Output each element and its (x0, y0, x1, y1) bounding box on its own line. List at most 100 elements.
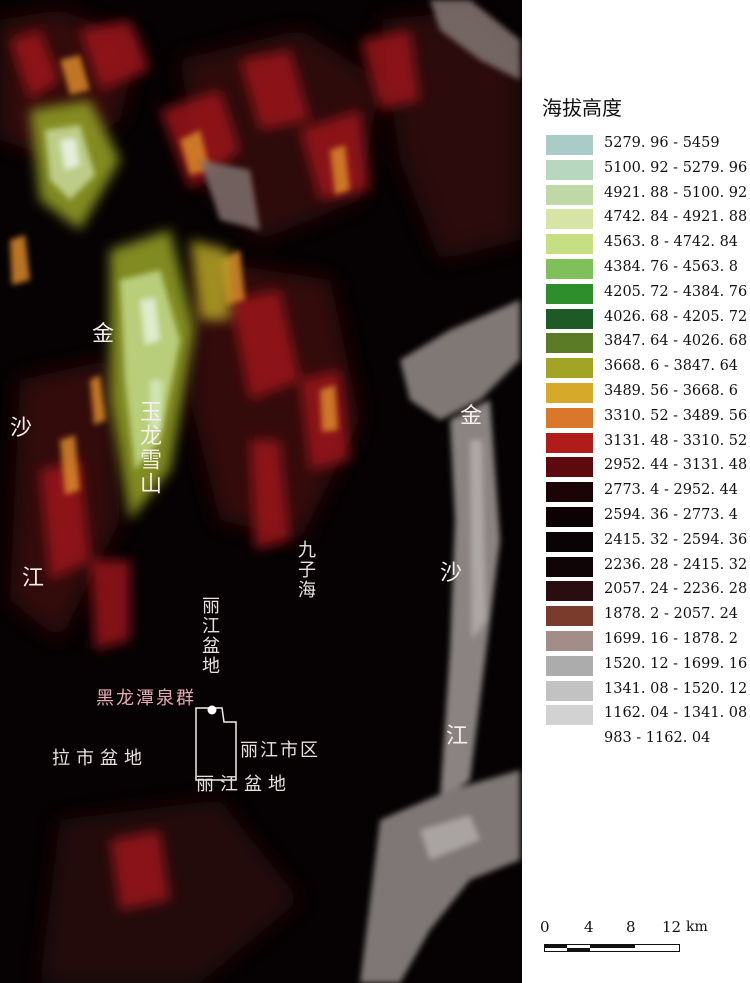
legend-item: 2415. 32 - 2594. 36 (540, 530, 750, 555)
legend-swatch (546, 308, 593, 329)
legend-item: 1162. 04 - 1341. 08 (540, 703, 750, 728)
label-jiang-right: 江 (446, 724, 469, 749)
legend-swatch (546, 258, 593, 279)
legend-range-label: 1699. 16 - 1878. 2 (604, 630, 739, 647)
legend-swatch (546, 184, 593, 205)
label-jiuzihai: 九子海 (295, 540, 316, 600)
legend-range-label: 4742. 84 - 4921. 88 (604, 209, 748, 226)
legend-item: 2773. 4 - 2952. 44 (540, 480, 750, 505)
scale-tick-0: 0 (540, 918, 550, 936)
scale-tick-12: 12 (662, 918, 682, 936)
legend-swatch (546, 630, 593, 651)
legend-list: 5279. 96 - 5459 5100. 92 - 5279. 96 4921. … (540, 133, 750, 753)
legend-range-label: 2057. 24 - 2236. 28 (604, 581, 748, 598)
legend-swatch (546, 457, 593, 478)
legend-item: 2594. 36 - 2773. 4 (540, 505, 750, 530)
legend-item: 2952. 44 - 3131. 48 (540, 455, 750, 480)
label-sha-left: 沙 (10, 416, 33, 441)
legend-item: 2236. 28 - 2415. 32 (540, 555, 750, 580)
legend-range-label: 1878. 2 - 2057. 24 (604, 606, 739, 623)
legend-item: 1878. 2 - 2057. 24 (540, 604, 750, 629)
legend-title: 海拔高度 (542, 96, 622, 120)
scale-seg (567, 948, 590, 951)
label-heilongtan-springs: 黑龙潭泉群 (96, 688, 196, 709)
elevation-map[interactable]: 金 沙 江 玉龙雪山 金 沙 江 九子海 丽江盆地 黑龙潭泉群 拉市盆地 丽江市… (0, 0, 522, 983)
legend-item: 3847. 64 - 4026. 68 (540, 331, 750, 356)
legend-item: 3131. 48 - 3310. 52 (540, 431, 750, 456)
label-lijiang-basin-horizontal: 丽江盆地 (196, 774, 292, 795)
legend-range-label: 4205. 72 - 4384. 76 (604, 283, 748, 300)
legend-item: 5279. 96 - 5459 (540, 133, 750, 158)
legend-swatch (546, 358, 593, 379)
label-yulong-snow-mountain: 玉龙雪山 (136, 400, 161, 496)
legend-range-label: 4921. 88 - 5100. 92 (604, 184, 748, 201)
legend-swatch (546, 655, 593, 676)
terrain-layer (0, 0, 520, 983)
legend-item: 1341. 08 - 1520. 12 (540, 679, 750, 704)
legend-range-label: 2594. 36 - 2773. 4 (604, 506, 739, 523)
legend-range-label: 5100. 92 - 5279. 96 (604, 159, 748, 176)
legend-range-label: 3131. 48 - 3310. 52 (604, 432, 748, 449)
city-boundary (195, 707, 237, 781)
scale-bar: 0 4 8 12 km (540, 918, 708, 978)
label-lijiang-city: 丽江市区 (240, 740, 320, 761)
elevation-legend: 海拔高度 5279. 96 - 5459 5100. 92 - 5279. 96 4… (540, 92, 750, 753)
legend-range-label: 4563. 8 - 4742. 84 (604, 234, 739, 251)
legend-range-label: 5279. 96 - 5459 (604, 135, 720, 151)
legend-range-label: 2236. 28 - 2415. 32 (604, 556, 748, 573)
legend-item: 983 - 1162. 04 (540, 728, 750, 753)
legend-item: 3310. 52 - 3489. 56 (540, 406, 750, 431)
legend-range-label: 983 - 1162. 04 (604, 730, 711, 747)
scale-unit: km (686, 919, 708, 935)
legend-swatch (546, 209, 593, 230)
legend-swatch (546, 680, 593, 701)
label-jin-right: 金 (460, 404, 483, 429)
legend-range-label: 1520. 12 - 1699. 16 (604, 655, 748, 672)
legend-range-label: 1341. 08 - 1520. 12 (604, 680, 748, 697)
label-lashi-basin: 拉市盆地 (52, 748, 148, 769)
legend-range-label: 4026. 68 - 4205. 72 (604, 308, 748, 325)
legend-swatch (546, 482, 593, 503)
legend-range-label: 2952. 44 - 3131. 48 (604, 457, 748, 474)
legend-item: 4026. 68 - 4205. 72 (540, 307, 750, 332)
label-lijiang-basin-vertical: 丽江盆地 (199, 596, 220, 676)
label-jiang-left: 江 (22, 566, 45, 591)
scale-seg (590, 945, 635, 948)
legend-item: 3668. 6 - 3847. 64 (540, 356, 750, 381)
legend-swatch (546, 234, 593, 255)
legend-item: 2057. 24 - 2236. 28 (540, 579, 750, 604)
legend-range-label: 3847. 64 - 4026. 68 (604, 333, 748, 350)
label-sha-right: 沙 (440, 561, 463, 586)
legend-swatch (546, 135, 593, 155)
legend-range-label: 3310. 52 - 3489. 56 (604, 407, 748, 424)
legend-item: 4921. 88 - 5100. 92 (540, 183, 750, 208)
legend-swatch (546, 705, 593, 726)
legend-swatch (546, 581, 593, 602)
legend-swatch (546, 382, 593, 403)
legend-swatch (546, 432, 593, 453)
legend-swatch (546, 159, 593, 180)
legend-swatch (546, 531, 593, 552)
legend-swatch (546, 283, 593, 304)
legend-range-label: 3489. 56 - 3668. 6 (604, 382, 739, 399)
legend-swatch (546, 506, 593, 527)
legend-item: 4742. 84 - 4921. 88 (540, 207, 750, 232)
label-jin-left: 金 (92, 322, 115, 347)
scale-seg (545, 945, 567, 948)
legend-item: 4205. 72 - 4384. 76 (540, 282, 750, 307)
legend-swatch (546, 730, 593, 751)
legend-range-label: 3668. 6 - 3847. 64 (604, 358, 739, 375)
legend-range-label: 2415. 32 - 2594. 36 (604, 531, 748, 548)
legend-swatch (546, 556, 593, 577)
legend-range-label: 4384. 76 - 4563. 8 (604, 258, 739, 275)
spring-marker (207, 705, 217, 715)
scale-tick-8: 8 (626, 918, 636, 936)
legend-item: 1699. 16 - 1878. 2 (540, 629, 750, 654)
legend-item: 5100. 92 - 5279. 96 (540, 158, 750, 183)
legend-item: 4384. 76 - 4563. 8 (540, 257, 750, 282)
legend-swatch (546, 407, 593, 428)
legend-item: 4563. 8 - 4742. 84 (540, 232, 750, 257)
legend-item: 1520. 12 - 1699. 16 (540, 654, 750, 679)
scale-bar-graphic (544, 944, 680, 952)
legend-swatch (546, 606, 593, 627)
